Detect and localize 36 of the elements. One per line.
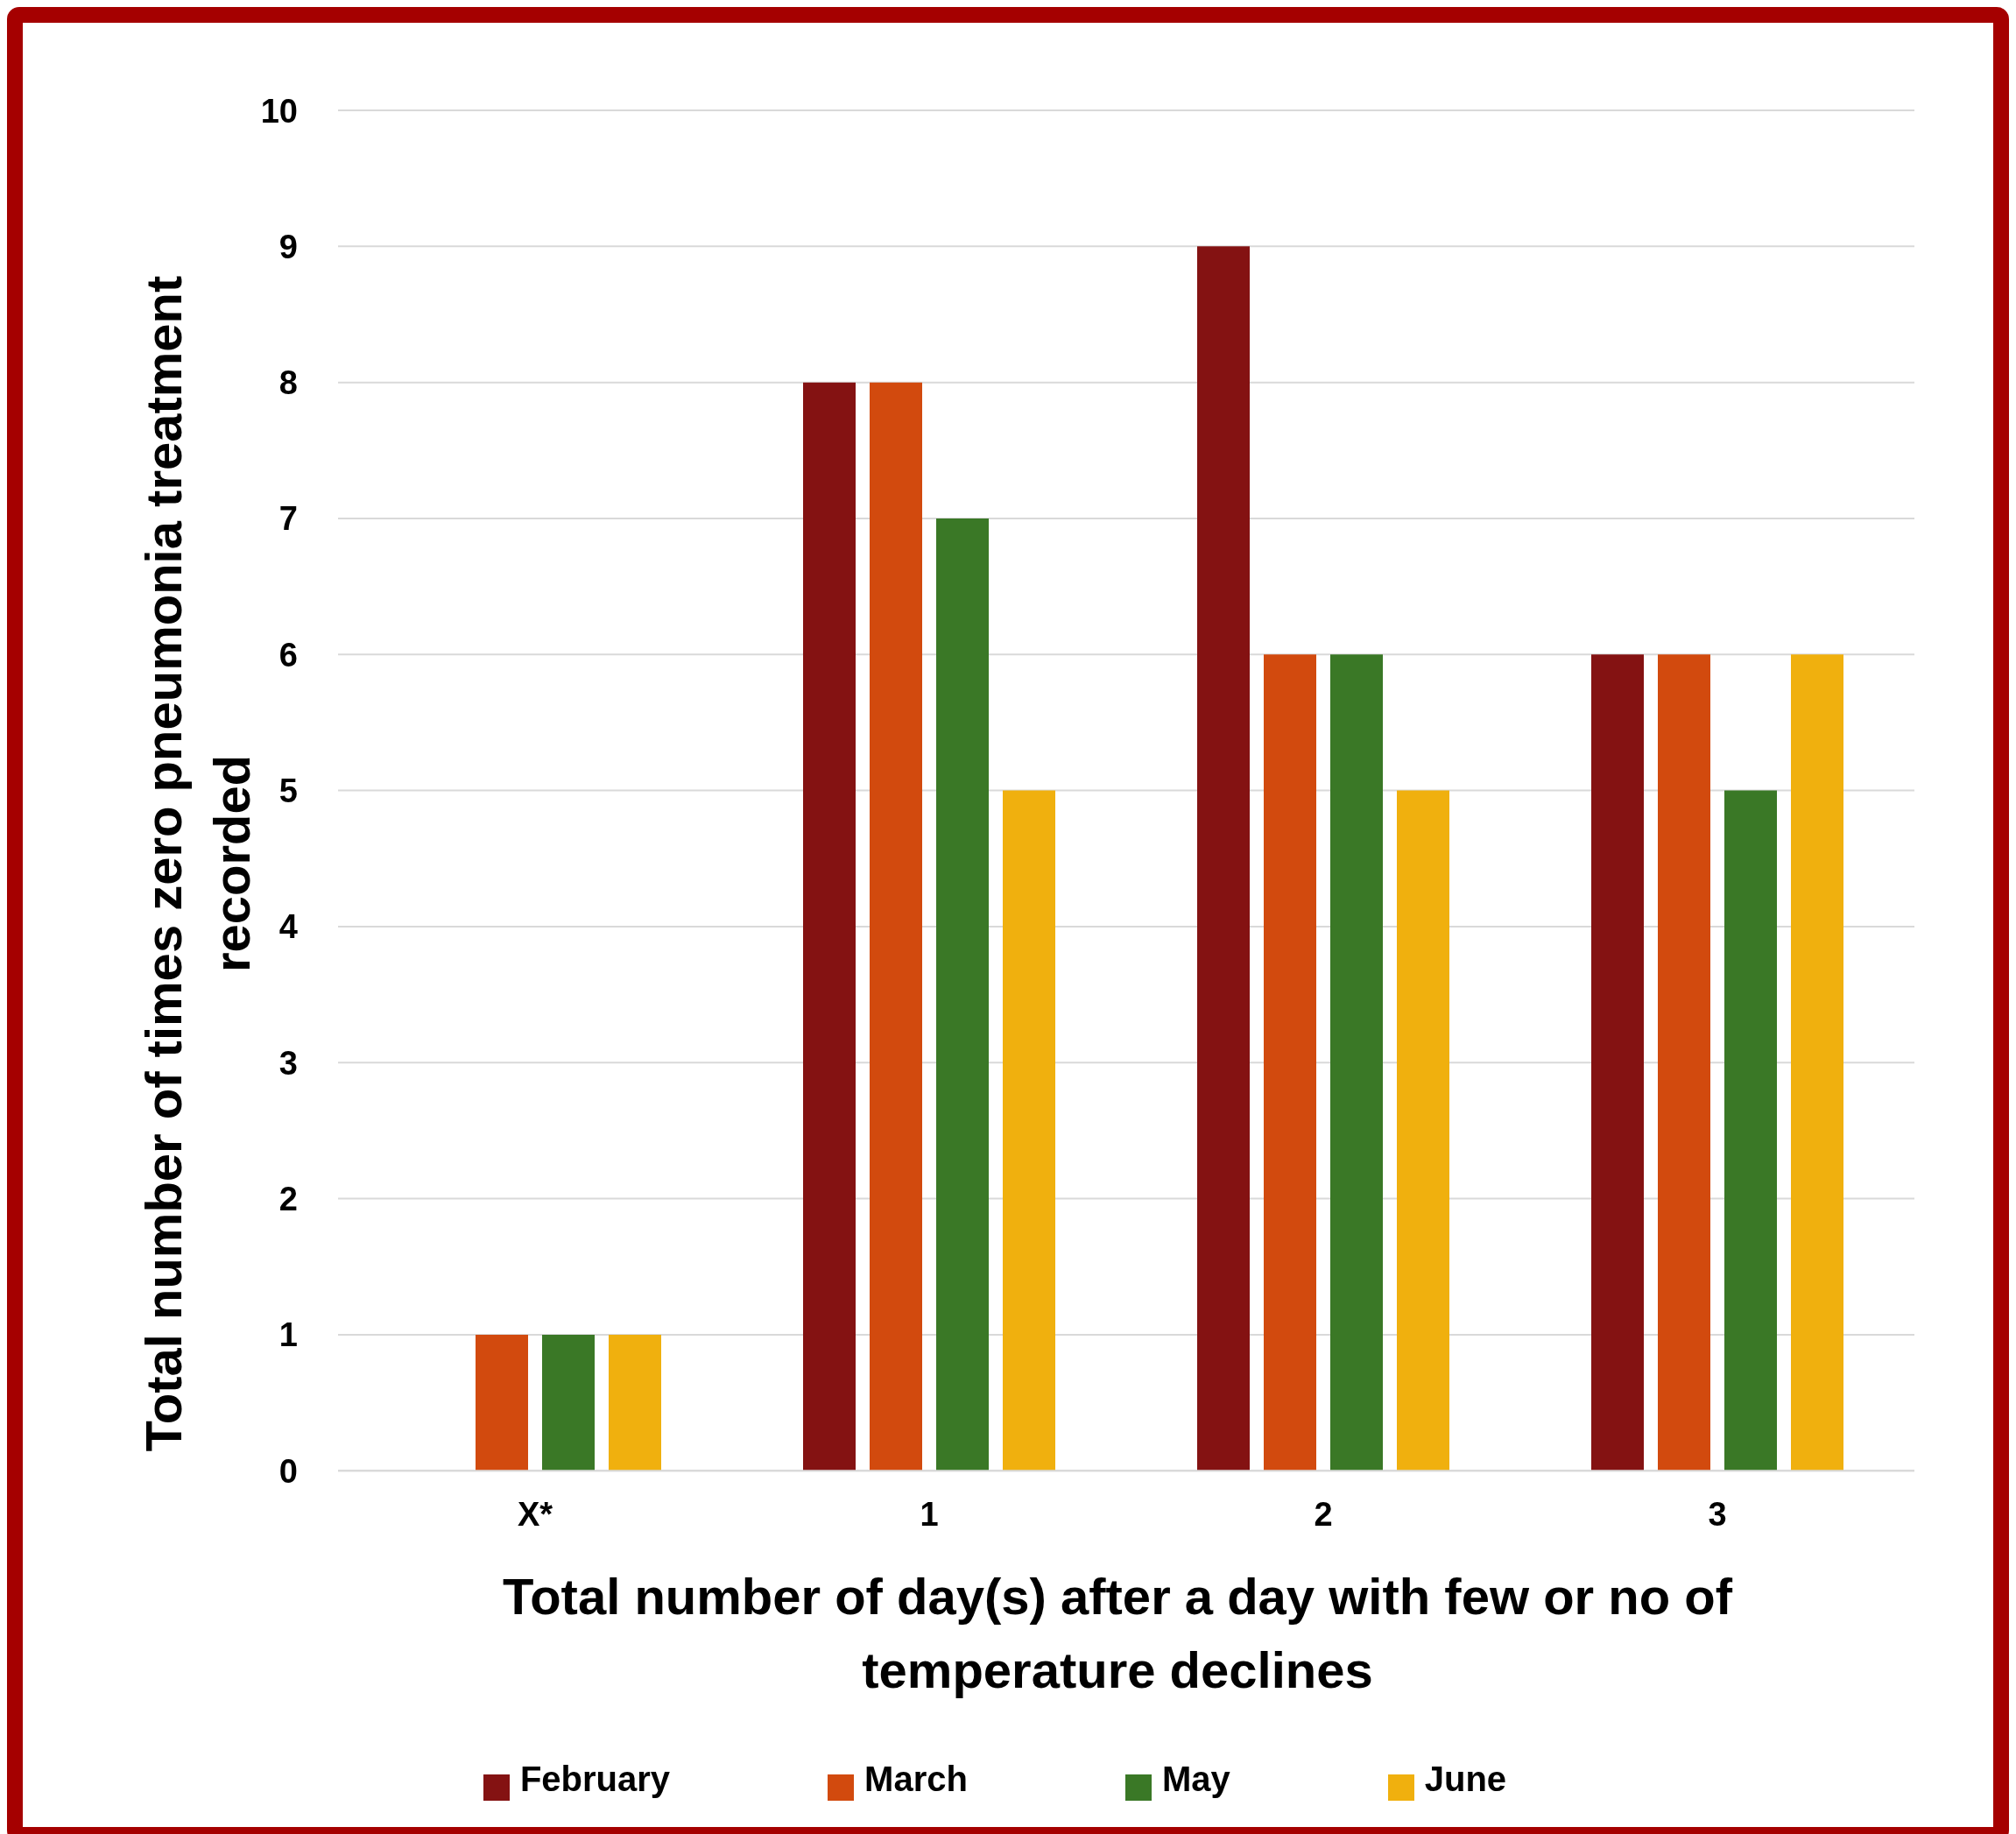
legend-label: February <box>519 1760 671 1799</box>
legend-label: June <box>1424 1760 1507 1799</box>
bar <box>1397 790 1449 1471</box>
legend-label: March <box>864 1760 968 1799</box>
bar <box>870 382 922 1471</box>
x-axis-title: Total number of day(s) after a day with few or no of temperature declines <box>502 1567 1734 1701</box>
x-tick-label: 1 <box>920 1496 939 1534</box>
bar <box>1658 654 1710 1471</box>
y-tick-label: 0 <box>278 1452 298 1490</box>
y-tick-label: 3 <box>278 1044 298 1082</box>
y-tick-label: 9 <box>278 228 298 265</box>
bar <box>476 1334 528 1471</box>
bar <box>1264 654 1316 1471</box>
y-tick-label: 7 <box>278 500 298 538</box>
y-axis-title: Total number of times zero pneumonia treatment recorded <box>133 274 261 1454</box>
y-tick-label: 10 <box>260 92 298 130</box>
x-tick-label: X* <box>517 1496 553 1534</box>
y-tick-label: 5 <box>278 772 298 810</box>
y-tick-label: 8 <box>278 364 298 402</box>
x-tick-label: 2 <box>1314 1496 1333 1534</box>
bar <box>1724 790 1777 1471</box>
legend-label: May <box>1161 1760 1230 1799</box>
bar <box>1591 654 1644 1471</box>
bar <box>609 1334 661 1471</box>
bar <box>936 518 989 1471</box>
y-tick-label: 6 <box>278 636 298 674</box>
y-tick-label: 2 <box>278 1181 298 1218</box>
bar <box>803 382 856 1471</box>
bar <box>1791 654 1843 1471</box>
y-tick-label: 4 <box>278 908 298 946</box>
y-tick-label: 1 <box>278 1316 298 1354</box>
bar <box>1330 654 1383 1471</box>
bar <box>542 1334 595 1471</box>
bar <box>1197 246 1250 1471</box>
x-tick-label: 3 <box>1708 1496 1727 1534</box>
bar <box>1003 790 1055 1471</box>
